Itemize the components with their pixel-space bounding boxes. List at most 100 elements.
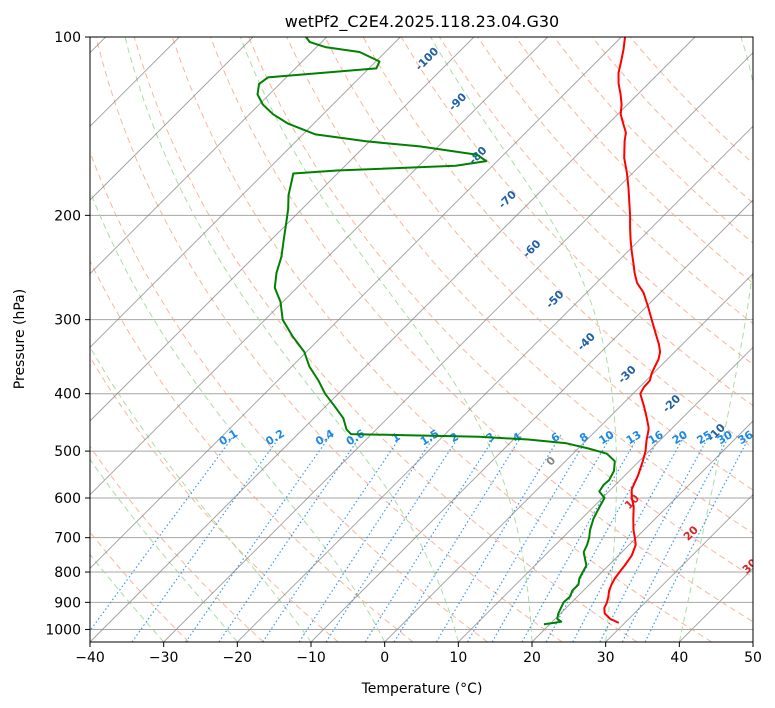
mixing-ratio-line (621, 434, 731, 642)
chart-title: wetPf2_C2E4.2025.118.23.04.G30 (285, 12, 559, 32)
mixing-ratio-label: 0.1 (217, 427, 240, 448)
isotherm-line (90, 37, 696, 642)
x-tick-label: −10 (296, 650, 326, 666)
theta-e-label: -30 (615, 363, 638, 386)
y-tick-label: 800 (54, 565, 81, 581)
mixing-ratio-line (572, 434, 686, 642)
moist-adiabat (90, 553, 165, 642)
moist-adiabat-label: 0 (544, 454, 559, 469)
mixing-ratio-label: 2 (448, 430, 461, 445)
theta-e-label: -70 (496, 188, 519, 211)
mixing-ratio-lines (90, 434, 751, 642)
isotherm-line (236, 125, 753, 642)
x-tick-label: 10 (449, 650, 467, 666)
plot-frame (89, 36, 754, 643)
mixing-ratio-line (218, 434, 362, 642)
dry-adiabat (248, 37, 753, 578)
moist-adiabat (90, 189, 386, 642)
isotherm-line (310, 199, 753, 642)
moist-adiabat-label: 20 (681, 523, 701, 543)
y-tick-label: 300 (54, 313, 81, 329)
isotherm-line (457, 346, 753, 642)
moist-adiabat (124, 37, 459, 642)
y-axis-title: Pressure (hPa) (12, 289, 28, 389)
isotherm-line (90, 37, 401, 349)
mixing-ratio-label: 1 (389, 430, 402, 445)
mixing-ratio-line (435, 434, 562, 642)
mixing-ratio-label: 0.2 (263, 427, 286, 448)
mixing-ratio-label: 4 (510, 430, 524, 445)
x-tick-label: 0 (380, 650, 389, 666)
isotherm-line (90, 37, 622, 570)
isotherm-line (384, 272, 753, 642)
dry-adiabat (95, 37, 563, 642)
mixing-ratio-line (644, 434, 751, 642)
theta-e-label: -40 (575, 330, 598, 353)
dry-adiabat (90, 356, 339, 642)
dry-adiabat (90, 445, 264, 642)
mixing-ratio-label: 36 (736, 428, 756, 447)
profile-line (603, 37, 662, 624)
moist-adiabats (90, 37, 753, 642)
isotherm-line (531, 420, 753, 642)
mixing-ratio-label: 20 (670, 428, 690, 447)
moist-adiabat (678, 37, 753, 642)
isotherm-line (752, 641, 753, 642)
mixing-ratio-line (325, 434, 461, 642)
dry-adiabat (286, 37, 753, 534)
x-tick-label: 50 (744, 650, 762, 666)
theta-e-label: -90 (446, 90, 469, 113)
dry-adiabat (90, 259, 414, 642)
y-tick-label: 600 (54, 491, 81, 507)
mixing-ratio-line (545, 434, 662, 642)
plot-area: 0.1 0.2 0.4 0.6 1 1.5 2 3 4 6 8 10 13 16 20 25 30 36-100-… (90, 37, 760, 642)
y-tick-label: 400 (54, 387, 81, 403)
mixing-ratio-label: 13 (624, 428, 644, 447)
x-tick-label: 40 (670, 650, 688, 666)
x-axis-ticks: −40 −30 −20 −10 0 10 20 30 40 50 (75, 642, 762, 666)
mixing-ratio-line (90, 434, 235, 632)
theta-e-label: -50 (543, 288, 566, 311)
mixing-ratio-line (185, 434, 332, 642)
y-tick-label: 900 (54, 595, 81, 611)
dry-adiabat (324, 37, 753, 491)
isotherm-line (605, 493, 753, 642)
isotherms (90, 37, 753, 642)
x-tick-label: −20 (223, 650, 253, 666)
dry-adiabat (90, 531, 190, 642)
moist-adiabat (90, 345, 312, 642)
mixing-ratio-line (466, 434, 590, 642)
isotherm-line (90, 37, 328, 275)
x-tick-label: 20 (523, 650, 541, 666)
dry-adiabat (515, 37, 753, 284)
mixing-ratio-line (521, 434, 640, 642)
isotherm-line (163, 51, 753, 642)
mixing-ratio-line (364, 434, 497, 642)
dry-adiabat (210, 37, 753, 623)
y-axis-ticks: 1000 900 800 700 600 500 400 300 200 100 (45, 30, 90, 638)
isotherm-line (678, 567, 753, 642)
mixing-ratio-line (262, 434, 403, 642)
theta-e-label: -20 (660, 392, 683, 415)
dry-adiabat (133, 37, 638, 642)
x-tick-label: −30 (149, 650, 179, 666)
pressure-gridlines (90, 37, 753, 630)
moist-adiabat (430, 37, 617, 642)
dry-adiabat (171, 37, 712, 642)
y-tick-label: 100 (54, 30, 81, 46)
dry-adiabats (90, 37, 753, 642)
moist-adiabat (239, 37, 533, 642)
isotherm-line (90, 37, 549, 496)
isotherm-line (90, 37, 254, 201)
profile-series (256, 37, 662, 626)
moist-adiabat-label: 30 (740, 556, 760, 576)
mixing-ratio-label: 1.5 (418, 427, 441, 448)
mixing-ratio-line (491, 434, 613, 642)
theta-e-label: -60 (520, 237, 543, 260)
mixing-ratio-label: 0.4 (313, 427, 337, 449)
mixing-ratio-label: 10 (597, 428, 617, 447)
isotherm-line (90, 37, 475, 422)
moist-adiabat (90, 458, 238, 642)
x-tick-label: 30 (597, 650, 615, 666)
